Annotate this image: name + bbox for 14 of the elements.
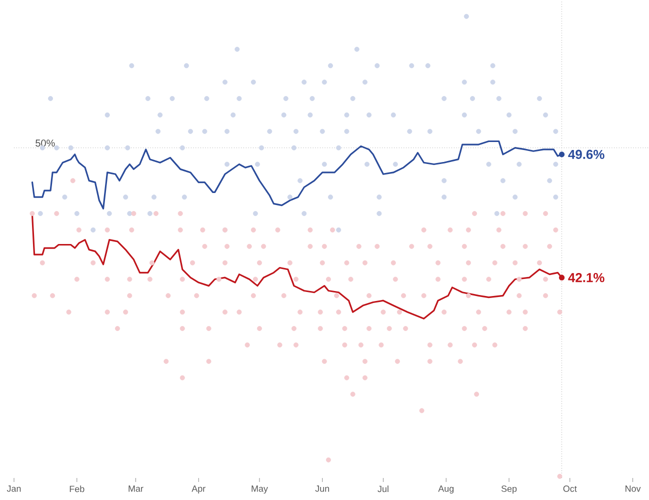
x-tick-label: Nov: [626, 486, 641, 492]
x-tick-label: Jan: [6, 486, 21, 492]
x-tick-label: Mar: [128, 486, 144, 492]
data-label: 49.6%: [568, 150, 604, 159]
x-tick-label: Sep: [501, 486, 517, 494]
x-tick-label: Jun: [315, 486, 330, 492]
data-label: 42.1%: [568, 273, 604, 282]
x-tick-label: Feb: [70, 486, 84, 492]
x-tick-label: Apr: [192, 486, 206, 494]
x-tick-label: May: [252, 486, 268, 494]
ref-line-label: 50%: [36, 140, 55, 147]
x-tick-label: Oct: [563, 486, 577, 492]
x-tick-label: Aug: [438, 486, 454, 494]
x-tick-label: Jul: [378, 486, 388, 492]
